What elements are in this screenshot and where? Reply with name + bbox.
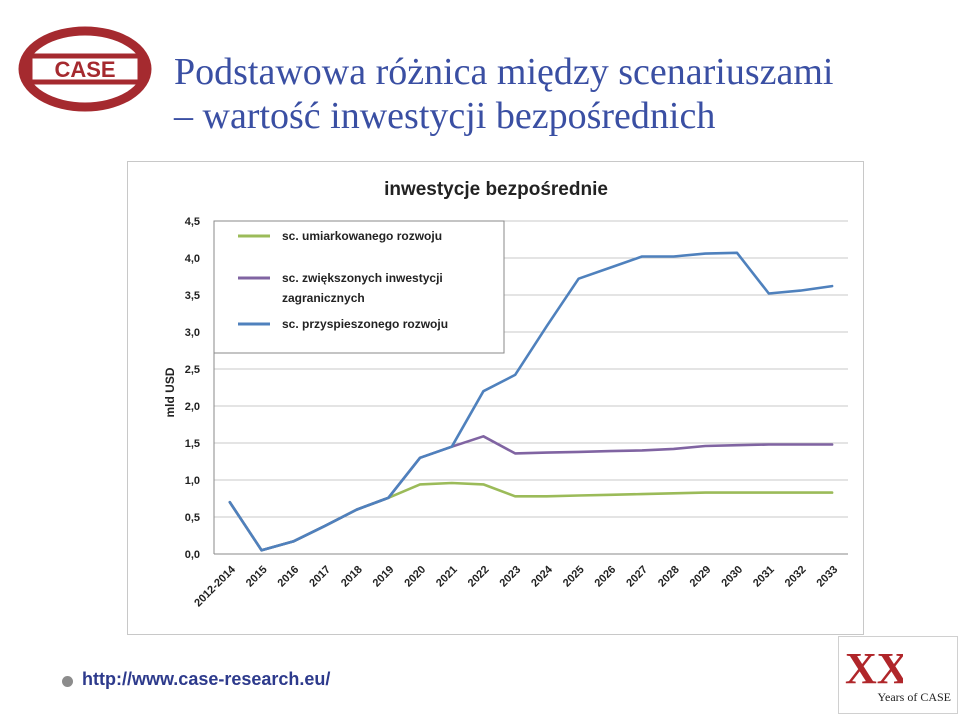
x-tick-label: 2025 [561, 564, 587, 590]
years-of-case-badge: XX Years of CASE [838, 636, 958, 714]
x-tick-label: 2030 [719, 564, 745, 590]
x-tick-label: 2029 [688, 564, 714, 590]
y-tick-label: 0,5 [185, 512, 200, 524]
x-tick-label: 2028 [656, 564, 682, 590]
x-tick-label: 2015 [244, 564, 270, 590]
y-tick-label: 1,0 [185, 475, 200, 487]
x-tick-label: 2032 [783, 564, 809, 590]
chart-frame: inwestycje bezpośrednie 0,0 0,5 1,0 1,5 2,0 2,… [127, 161, 864, 635]
x-tick-label: 2023 [497, 564, 523, 590]
y-tick-label: 3,0 [185, 327, 200, 339]
x-tick-label: 2018 [339, 564, 365, 590]
y-tick-label: 2,5 [185, 364, 200, 376]
y-tick-label: 3,5 [185, 290, 200, 302]
series-line-3 [228, 251, 834, 552]
case-logo: CASE [18, 26, 152, 112]
x-tick-label: 2026 [593, 564, 619, 590]
line-chart: inwestycje bezpośrednie 0,0 0,5 1,0 1,5 2,0 2,… [163, 179, 848, 609]
y-tick-label: 4,0 [185, 253, 200, 265]
badge-text: Years of CASE [877, 690, 951, 704]
x-tick-label: 2033 [814, 564, 840, 590]
legend-label: sc. przyspieszonego rozwoju [282, 317, 448, 331]
y-axis-label: mld USD [163, 367, 177, 417]
badge-mark: XX [845, 644, 903, 691]
legend-label: sc. zwiększonych inwestycji zagranicznych [282, 271, 443, 305]
x-tick-label: 2024 [529, 563, 555, 589]
legend-label: sc. umiarkowanego rozwoju [282, 229, 442, 243]
xx-mark-icon: XX [845, 644, 903, 691]
footer-link[interactable]: http://www.case-research.eu/ [82, 669, 331, 689]
x-tick-label: 2017 [307, 564, 333, 590]
chart-title: inwestycje bezpośrednie [384, 179, 608, 200]
x-tick-label: 2020 [402, 564, 428, 590]
y-tick-label: 4,5 [185, 216, 200, 228]
slide-title: Podstawowa różnica między scenariuszami … [174, 50, 954, 138]
x-tick-label: 2021 [434, 564, 460, 590]
x-tick-label: 2016 [276, 564, 302, 590]
logo-text: CASE [54, 57, 115, 82]
y-tick-label: 1,5 [185, 438, 200, 450]
x-tick-label: 2027 [624, 564, 650, 590]
x-tick-label: 2012-2014 [192, 563, 238, 609]
y-tick-label: 0,0 [185, 549, 200, 561]
x-tick-label: 2019 [371, 564, 397, 590]
slide-title-line1: Podstawowa różnica między scenariuszami [174, 51, 834, 93]
bullet-icon [62, 676, 73, 687]
y-tick-label: 2,0 [185, 401, 200, 413]
x-tick-label: 2031 [751, 564, 777, 590]
x-tick-label: 2022 [466, 564, 492, 590]
legend-box [213, 220, 505, 354]
slide-title-line2: – wartość inwestycji bezpośrednich [174, 95, 716, 137]
